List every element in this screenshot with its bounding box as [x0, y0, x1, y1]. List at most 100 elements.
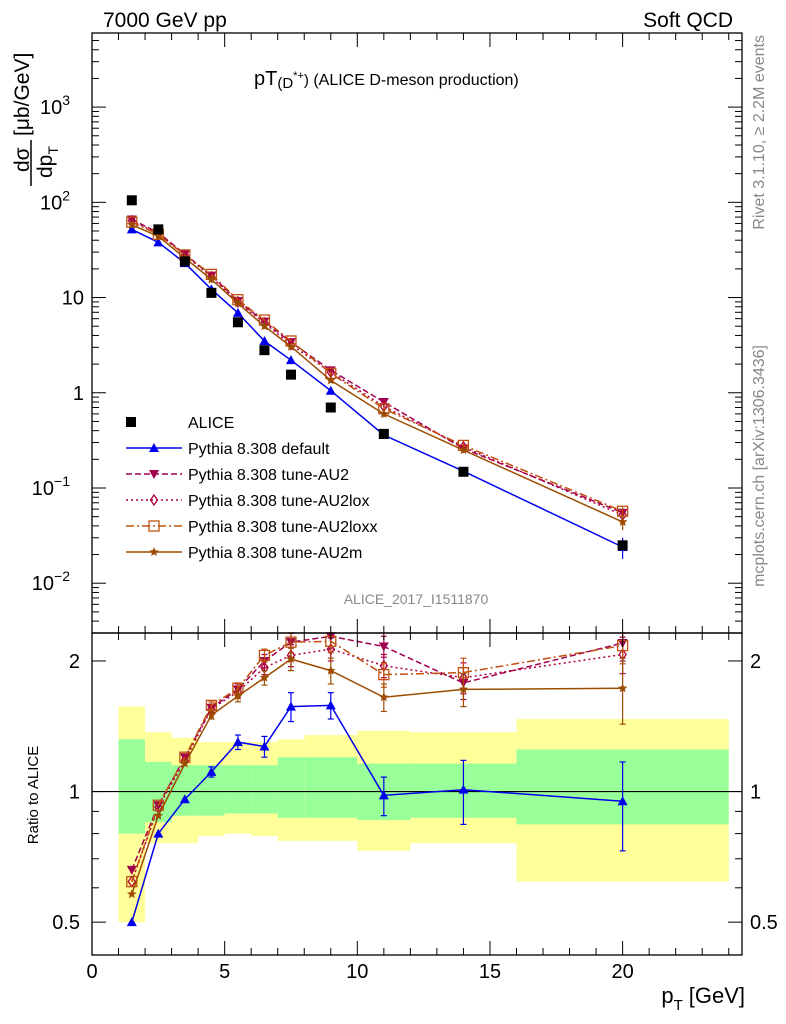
alice-data-point	[206, 287, 217, 298]
ratio-point	[326, 642, 336, 656]
ratio-band-inner	[304, 757, 358, 818]
ratio-point	[233, 691, 243, 701]
svg-text:dσ: dσ	[11, 147, 34, 172]
legend-label: Pythia 8.308 default	[188, 441, 330, 458]
alice-data-point	[617, 540, 628, 551]
ratio-point	[127, 889, 137, 899]
x-tick-label: 15	[479, 961, 501, 983]
analysis-label: ALICE_2017_I1511870	[344, 591, 489, 607]
ratio-series-0	[126, 692, 628, 927]
ratio-point	[617, 796, 628, 806]
ratio-point	[325, 700, 336, 710]
ratio-point	[285, 636, 297, 648]
ratio-band-inner	[224, 765, 252, 814]
data-point	[232, 307, 243, 317]
data-point	[378, 397, 389, 407]
y-tick-label: 10−1	[32, 473, 70, 500]
legend-label: Pythia 8.308 tune-AU2lox	[188, 493, 369, 510]
alice-data-series	[126, 195, 628, 551]
data-point	[207, 270, 216, 283]
ratio-point	[285, 701, 296, 711]
ratio-y-tick-label: 2	[69, 651, 80, 673]
data-point	[286, 338, 296, 351]
y-tick-label: 102	[40, 187, 70, 214]
ratio-point	[153, 810, 164, 820]
main-plot-frame	[91, 32, 743, 634]
legend-marker	[149, 547, 159, 556]
x-tick-label: 20	[611, 961, 633, 983]
y-tick-label: 10−2	[32, 568, 70, 595]
data-point	[285, 355, 296, 365]
header-left-label: 7000 GeV pp	[103, 9, 227, 32]
header-right-label: Soft QCD	[643, 9, 733, 32]
ratio-y-tick-label-right: 0.5	[750, 912, 778, 934]
ratio-point	[379, 692, 389, 702]
data-point	[126, 224, 137, 234]
rivet-version-label: Rivet 3.1.10, ≥ 2.2M events	[751, 35, 768, 230]
ratio-uncertainty-bands	[92, 706, 742, 923]
series-line	[131, 218, 623, 514]
y-tick-label: 10	[62, 288, 84, 310]
y-axis-label: dσ dpT [μb/GeV]	[11, 53, 61, 186]
svg-text:dpT: dpT	[34, 146, 61, 178]
legend-marker	[149, 493, 159, 507]
data-point	[127, 219, 137, 229]
ratio-point	[378, 642, 389, 652]
x-tick-label: 10	[346, 961, 368, 983]
alice-data-point	[153, 224, 164, 235]
ratio-point	[232, 737, 243, 747]
ratio-point	[126, 865, 137, 875]
legend-label: Pythia 8.308 tune-AU2	[188, 467, 349, 484]
ratio-y-tick-label-right: 1	[750, 782, 761, 804]
ratio-point	[617, 683, 628, 693]
ratio-band-inner	[251, 765, 278, 814]
ratio-point	[206, 766, 217, 776]
ratio-series-4	[127, 647, 628, 899]
y-tick-label: 103	[40, 92, 70, 119]
legend-item-1: Pythia 8.308 tune-AU2	[126, 467, 349, 484]
legend-marker	[149, 443, 159, 452]
alice-data-point	[259, 345, 270, 356]
legend-marker	[126, 417, 136, 427]
data-point	[233, 298, 243, 308]
ratio-band-inner	[277, 757, 305, 818]
ratio-line	[131, 635, 623, 871]
ratio-point	[126, 917, 137, 927]
data-point	[206, 274, 217, 284]
ratio-y-tick-label-right: 2	[750, 651, 761, 673]
ratio-y-tick-label: 1	[69, 782, 80, 804]
data-point	[153, 237, 164, 247]
ratio-point	[259, 672, 270, 682]
ratio-point	[286, 654, 296, 664]
ratio-point	[153, 828, 164, 838]
ratio-y-axis-label: Ratio to ALICE	[25, 746, 42, 844]
alice-data-point	[325, 402, 336, 413]
data-point	[286, 341, 296, 351]
x-tick-label: 0	[86, 961, 97, 983]
legend-label: Pythia 8.308 tune-AU2m	[188, 545, 362, 562]
legend-label: ALICE	[188, 415, 234, 432]
ratio-point	[378, 790, 389, 800]
svg-text:[μb/GeV]: [μb/GeV]	[11, 53, 34, 136]
legend-marker	[149, 470, 159, 479]
data-point	[259, 321, 270, 331]
legend-item-4: Pythia 8.308 tune-AU2m	[126, 545, 362, 562]
legend: ALICE Pythia 8.308 default Pythia 8.308 tu…	[126, 415, 377, 562]
ratio-point	[378, 668, 390, 681]
data-point	[326, 375, 336, 385]
alice-data-point	[126, 195, 137, 206]
legend-label: Pythia 8.308 tune-AU2loxx	[188, 519, 377, 536]
ratio-y-tick-label: 0.5	[52, 912, 80, 934]
legend-item-3: Pythia 8.308 tune-AU2loxx	[126, 519, 377, 536]
ratio-band-inner	[118, 739, 146, 834]
y-tick-label: 1	[73, 383, 84, 405]
legend-item-0: Pythia 8.308 default	[126, 441, 330, 458]
ratio-point	[206, 710, 217, 720]
ratio-point	[326, 665, 336, 675]
series-line	[131, 221, 623, 512]
ratio-plot-frame	[91, 632, 743, 956]
data-point	[259, 335, 270, 345]
x-axis-label: pT [GeV]	[661, 983, 745, 1014]
data-point	[458, 445, 469, 455]
